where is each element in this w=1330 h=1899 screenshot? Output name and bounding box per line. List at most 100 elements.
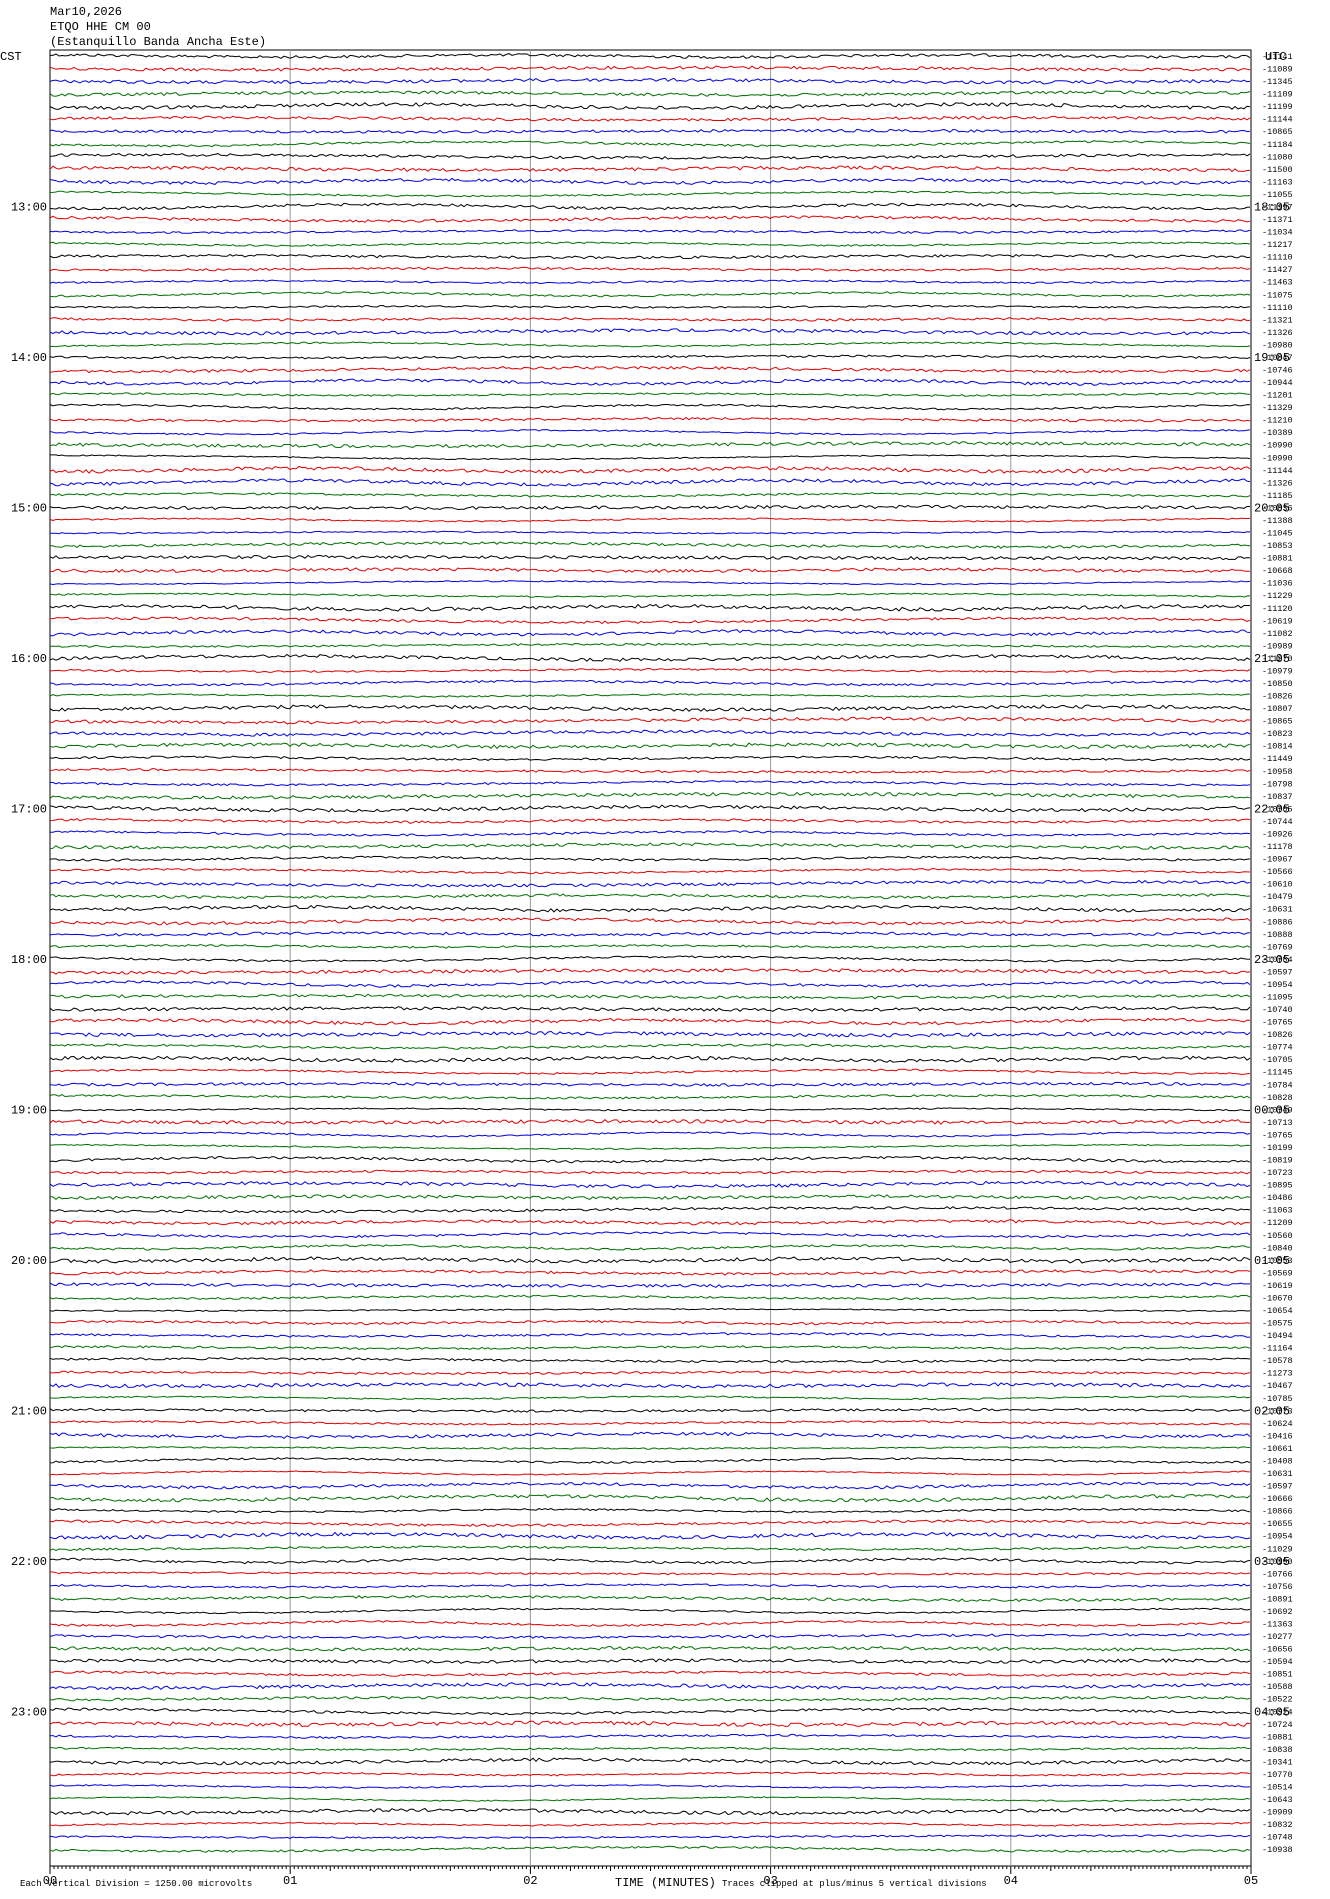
- trace: [49, 441, 1251, 449]
- trace: [49, 1807, 1251, 1816]
- trace-label: -10909: [1262, 1808, 1293, 1818]
- trace-label: -10631: [1262, 1469, 1293, 1479]
- trace: [49, 679, 1251, 687]
- trace-label: -10766: [1262, 1569, 1293, 1579]
- trace: [49, 931, 1251, 937]
- trace-label: -11141: [1262, 52, 1293, 62]
- trace-label: -10277: [1262, 1632, 1293, 1642]
- trace-label: -10853: [1262, 541, 1293, 551]
- trace: [49, 904, 1251, 913]
- trace-label: -10828: [1262, 1093, 1293, 1103]
- trace-label: -10578: [1262, 1356, 1293, 1366]
- trace: [49, 1081, 1251, 1087]
- trace-label: -11110: [1262, 253, 1293, 263]
- trace: [50, 830, 1251, 837]
- trace-label: -11270: [1262, 654, 1293, 664]
- trace-label: -10765: [1262, 1018, 1293, 1028]
- trace: [50, 1481, 1251, 1490]
- trace-label: -10389: [1262, 428, 1293, 438]
- trace: [49, 266, 1251, 272]
- trace: [49, 755, 1251, 762]
- trace-label: -10619: [1262, 616, 1293, 626]
- trace-label: -11164: [1262, 1344, 1293, 1354]
- trace: [49, 1695, 1251, 1702]
- trace-label: -11427: [1262, 265, 1293, 275]
- trace-label: -10756: [1262, 1582, 1293, 1592]
- trace-label: -10341: [1262, 1757, 1293, 1767]
- trace: [49, 1307, 1251, 1313]
- cst-hour-label: 16:00: [11, 652, 47, 666]
- trace-label: -11463: [1262, 278, 1293, 288]
- cst-hour-label: 13:00: [11, 200, 47, 214]
- trace-label: -11209: [1262, 1218, 1293, 1228]
- trace: [49, 704, 1251, 712]
- trace: [49, 1845, 1251, 1853]
- utc-hour-label: 19:05: [1254, 351, 1290, 365]
- trace: [49, 603, 1250, 612]
- trace-label: -10408: [1262, 1456, 1293, 1466]
- trace-label: -10836: [1262, 503, 1293, 513]
- trace: [49, 1796, 1251, 1802]
- trace-label: -10847: [1262, 353, 1293, 363]
- trace: [49, 1155, 1251, 1164]
- trace-label: -10199: [1262, 1143, 1293, 1153]
- trace-label: -10692: [1262, 1607, 1293, 1617]
- trace-label: -10746: [1262, 366, 1293, 376]
- trace-label: -11082: [1262, 629, 1293, 639]
- trace-label: -11345: [1262, 77, 1293, 87]
- trace-label: -10865: [1262, 717, 1293, 727]
- trace-label: -10740: [1262, 1005, 1293, 1015]
- trace: [49, 102, 1251, 111]
- left-axis-title: CST: [0, 50, 22, 64]
- trace-label: -10851: [1262, 1670, 1293, 1680]
- trace: [49, 1055, 1251, 1063]
- trace: [49, 1407, 1251, 1413]
- trace-label: -10705: [1262, 1055, 1293, 1065]
- trace-label: -10631: [1262, 905, 1293, 915]
- trace-label: -10944: [1262, 378, 1293, 388]
- trace-label: -10190: [1262, 1557, 1293, 1567]
- trace: [49, 279, 1251, 285]
- trace: [49, 1834, 1251, 1840]
- trace-label: -11326: [1262, 328, 1293, 338]
- trace-label: -10888: [1262, 930, 1293, 940]
- trace-label: -11371: [1262, 215, 1293, 225]
- trace: [49, 317, 1251, 322]
- trace-label: -10569: [1262, 1268, 1293, 1278]
- trace: [49, 855, 1251, 862]
- x-tick-label: 01: [283, 1874, 297, 1888]
- trace-label: -10832: [1262, 1820, 1293, 1830]
- trace: [49, 1119, 1251, 1125]
- trace: [49, 1043, 1251, 1050]
- trace-label: -10823: [1262, 729, 1293, 739]
- station: ETQO HHE CM 00: [50, 20, 151, 34]
- x-tick-label: 04: [1004, 1874, 1018, 1888]
- trace: [49, 1269, 1251, 1276]
- trace: [50, 530, 1251, 535]
- trace-label: -11163: [1262, 177, 1293, 187]
- trace: [49, 65, 1251, 72]
- trace: [49, 1219, 1251, 1226]
- trace-label: -10958: [1262, 767, 1293, 777]
- trace: [49, 1294, 1251, 1301]
- trace: [49, 1633, 1251, 1640]
- right-axis-title: UTC: [1265, 50, 1287, 64]
- x-tick-label: 00: [43, 1874, 57, 1888]
- trace: [49, 879, 1251, 888]
- trace-label: -10514: [1262, 1783, 1293, 1793]
- trace-label: -10654: [1262, 1306, 1293, 1316]
- trace: [49, 1658, 1251, 1664]
- trace: [49, 567, 1251, 573]
- trace-label: -10840: [1262, 1243, 1293, 1253]
- trace-label: -10774: [1262, 1043, 1293, 1053]
- trace: [49, 554, 1251, 561]
- trace: [49, 1607, 1251, 1615]
- trace-label: -10850: [1262, 679, 1293, 689]
- trace-label: -10494: [1262, 1331, 1293, 1341]
- trace: [49, 742, 1251, 750]
- trace: [49, 517, 1251, 523]
- trace: [49, 304, 1251, 309]
- x-tick-label: 02: [523, 1874, 537, 1888]
- trace: [49, 1784, 1251, 1789]
